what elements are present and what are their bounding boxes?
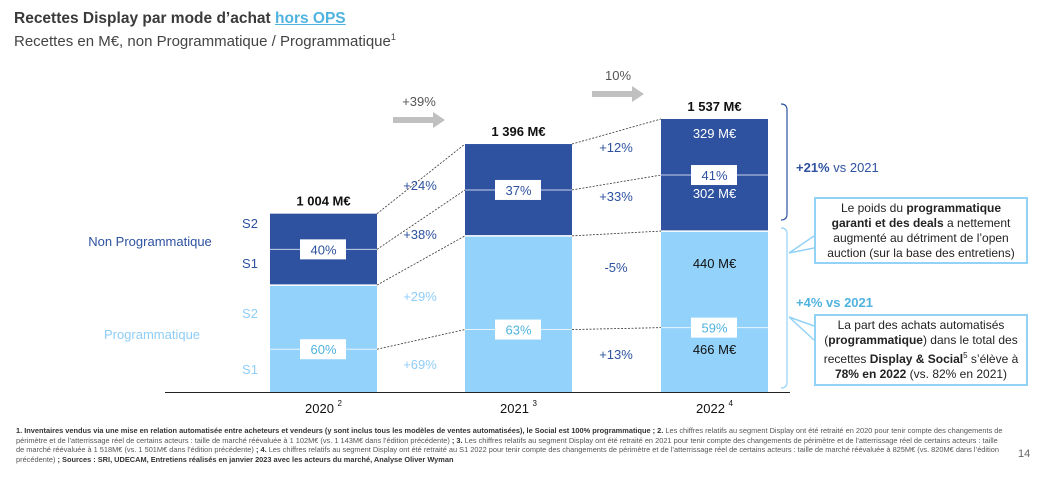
growth-2020-2021-np_s1: +38% (403, 227, 437, 242)
callout-pointer (788, 316, 815, 341)
np-delta-value: +21% (796, 160, 830, 175)
brace-programmatique (780, 227, 788, 389)
footnote-1: 1. Inventaires vendus via une mise en re… (16, 426, 664, 435)
connector-line (376, 329, 466, 350)
page-subtitle: Recettes en M€, non Programmatique / Pro… (14, 32, 396, 50)
x-tick-sup: 4 (729, 399, 734, 408)
x-tick-label-2020: 2020 (305, 401, 334, 416)
growth-total-2022-label: 10% (605, 68, 631, 83)
callout2-bold3: 78% en 2022 (834, 367, 907, 381)
legend-semester-s1: S1 (242, 362, 258, 377)
growth-total-2022-arrow-icon (592, 86, 644, 102)
growth-2021-2022-np_s2: +12% (599, 140, 633, 155)
stacked-bar-chart: 40%60%1 004 M€2020 237%63%1 396 M€2021 341… (88, 68, 815, 416)
callout2-bold: programmatique (828, 333, 923, 347)
share-label-programmatique: 63% (505, 323, 531, 338)
callout1-text2: a nettement augmenté au détriment de l’o… (827, 216, 1015, 260)
subtitle-footnote-ref: 1 (390, 32, 396, 42)
connector-line (571, 174, 662, 191)
connector-line (571, 230, 662, 237)
value-2022-np-s2: 329 M€ (693, 126, 737, 141)
footnote-3-ref: ; 3. (449, 435, 465, 445)
page-number: 14 (1018, 448, 1031, 460)
growth-total-2021-label: +39% (402, 94, 436, 109)
growth-2021-2022-p_s2: -5% (604, 260, 628, 275)
legend-non-programmatique: Non Programmatique (88, 234, 212, 249)
x-tick-sup: 2 (338, 399, 343, 408)
share-label-box (691, 317, 737, 338)
callout-programmatique-garanti: Le poids du programmatique garanti et de… (814, 197, 1028, 264)
share-label-box (495, 319, 541, 340)
connector-line (376, 235, 466, 286)
footnote-2: Les chiffres relatifs au segment Display… (16, 426, 1003, 445)
hors-ops-link[interactable]: hors OPS (275, 10, 346, 27)
legend-semester-s1: S1 (242, 256, 258, 271)
page-title: Recettes Display par mode d’achat hors O… (14, 10, 346, 28)
footnote-sources: ; Sources : SRI, UDECAM, Entretiens réal… (55, 454, 454, 464)
connector-line (376, 143, 466, 214)
connector-line (571, 118, 662, 145)
growth-2021-2022-np_s1: +33% (599, 189, 633, 204)
share-label-non-programmatique: 40% (310, 242, 336, 257)
bar-programmatique-2021 (465, 235, 572, 392)
growth-2020-2021-p_s2: +29% (403, 289, 437, 304)
value-2022-np-s1: 302 M€ (693, 186, 737, 201)
callout2-text3: s’élève à (967, 352, 1019, 366)
np-delta-annotation: +21% vs 2021 (796, 160, 879, 175)
share-label-box (495, 179, 541, 200)
legend-semester-s2: S2 (242, 216, 258, 231)
callout2-text: La part des achats automatisés ( (824, 318, 1005, 347)
callout2-sup: 5 (963, 351, 968, 360)
callout2-text2: ) dans le total des recettes (823, 333, 1018, 366)
share-label-programmatique: 60% (310, 342, 336, 357)
growth-2020-2021-p_s1: +69% (403, 357, 437, 372)
x-tick-sup: 3 (533, 399, 538, 408)
share-label-non-programmatique: 37% (505, 183, 531, 198)
np-delta-text: vs 2021 (829, 160, 879, 175)
growth-2021-2022-p_s1: +13% (599, 347, 633, 362)
growth-2020-2021-np_s2: +24% (403, 178, 437, 193)
share-label-box (691, 165, 737, 186)
connector-line (571, 327, 662, 330)
bar-programmatique-2022 (661, 231, 768, 392)
callout2-text4: (vs. 82% en 2021) (906, 367, 1008, 381)
legend-semester-s2: S2 (242, 306, 258, 321)
share-label-programmatique: 59% (701, 321, 727, 336)
callout2-bold2: Display & Social (869, 352, 964, 366)
total-label-2022: 1 537 M€ (687, 99, 741, 114)
brace-non-programmatique (780, 103, 788, 221)
share-label-non-programmatique: 41% (701, 168, 727, 183)
connector-line (376, 189, 466, 250)
value-2022-p-s1: 466 M€ (693, 342, 737, 357)
legend-programmatique: Programmatique (104, 327, 200, 342)
total-label-2021: 1 396 M€ (491, 124, 545, 139)
callout-pointer (788, 235, 815, 254)
footnote-3: Les chiffres relatifs au segment Display… (16, 435, 998, 455)
title-text: Recettes Display par mode d’achat (14, 10, 276, 27)
growth-total-2021-arrow-icon (393, 112, 445, 128)
callout1-bold: programmatique garanti et des deals (831, 201, 1002, 230)
share-label-box (300, 339, 346, 360)
footnote-4-ref: ; 4. (253, 445, 269, 455)
footnote-4: Les chiffres relatifs au segment Display… (16, 445, 999, 464)
share-label-box (300, 239, 346, 260)
x-tick-label-2022: 2022 (696, 401, 725, 416)
callout1-text: Le poids du (840, 201, 907, 215)
value-2022-p-s2: 440 M€ (693, 256, 737, 271)
total-label-2020: 1 004 M€ (296, 194, 350, 209)
bar-programmatique-2020 (270, 285, 377, 392)
footnotes: 1. Inventaires vendus via une mise en re… (16, 426, 1006, 464)
subtitle-text: Recettes en M€, non Programmatique / Pro… (14, 33, 391, 50)
p-delta-annotation: +4% vs 2021 (796, 295, 873, 310)
callout-part-automatises: La part des achats automatisés (programm… (814, 314, 1028, 386)
x-tick-label-2021: 2021 (500, 401, 529, 416)
